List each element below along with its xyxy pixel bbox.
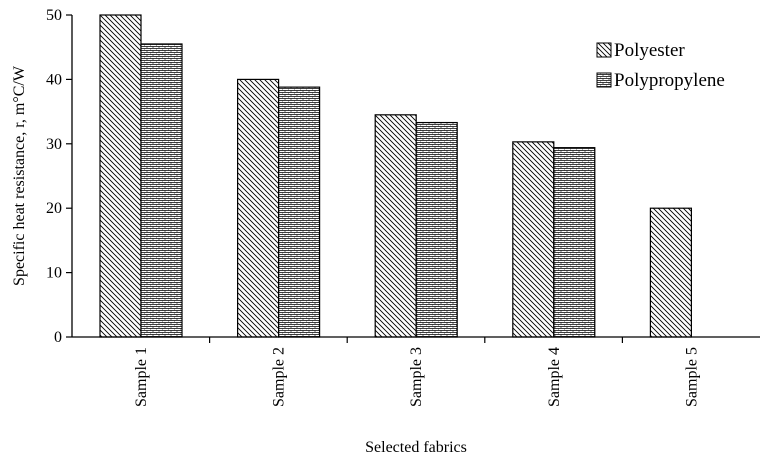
category-label: Sample 4 <box>546 347 563 407</box>
legend-swatch-polyester <box>596 42 612 58</box>
bar-polypropylene-4 <box>553 147 596 338</box>
y-tick-label: 10 <box>46 265 62 282</box>
x-axis: Sample 1 Sample 2 Sample 3 Sample 4 Sample 5 <box>72 336 760 407</box>
bar-polyester-4 <box>512 141 555 338</box>
y-axis-label: Specific heat resistance, r, m°C/W <box>11 65 28 286</box>
y-axis: 0 10 20 30 40 50 <box>46 7 73 346</box>
y-tick-label: 40 <box>46 71 62 88</box>
category-label: Sample 1 <box>133 347 150 407</box>
category-label: Sample 3 <box>408 347 425 407</box>
bar-polypropylene-1 <box>140 43 183 338</box>
category-label: Sample 5 <box>683 347 700 407</box>
y-tick-label: 20 <box>46 200 62 217</box>
bar-polyester-5 <box>649 207 693 338</box>
bar-polyester-1 <box>99 14 142 338</box>
x-axis-label: Selected fabrics <box>365 439 467 456</box>
bar-polyester-2 <box>237 78 280 338</box>
y-tick-label: 50 <box>46 7 62 24</box>
legend-label-polypropylene: Polypropylene <box>614 70 725 91</box>
bars-group <box>99 14 693 338</box>
y-tick-label: 0 <box>54 329 62 346</box>
bar-polyester-3 <box>374 114 417 338</box>
legend-label-polyester: Polyester <box>614 40 685 61</box>
y-tick-label: 30 <box>46 136 62 153</box>
bar-polypropylene-2 <box>278 86 321 338</box>
bar-polypropylene-3 <box>415 121 458 338</box>
category-label: Sample 2 <box>271 347 288 407</box>
legend-swatch-polypropylene <box>596 72 612 88</box>
legend: Polyester Polypropylene <box>596 40 725 91</box>
